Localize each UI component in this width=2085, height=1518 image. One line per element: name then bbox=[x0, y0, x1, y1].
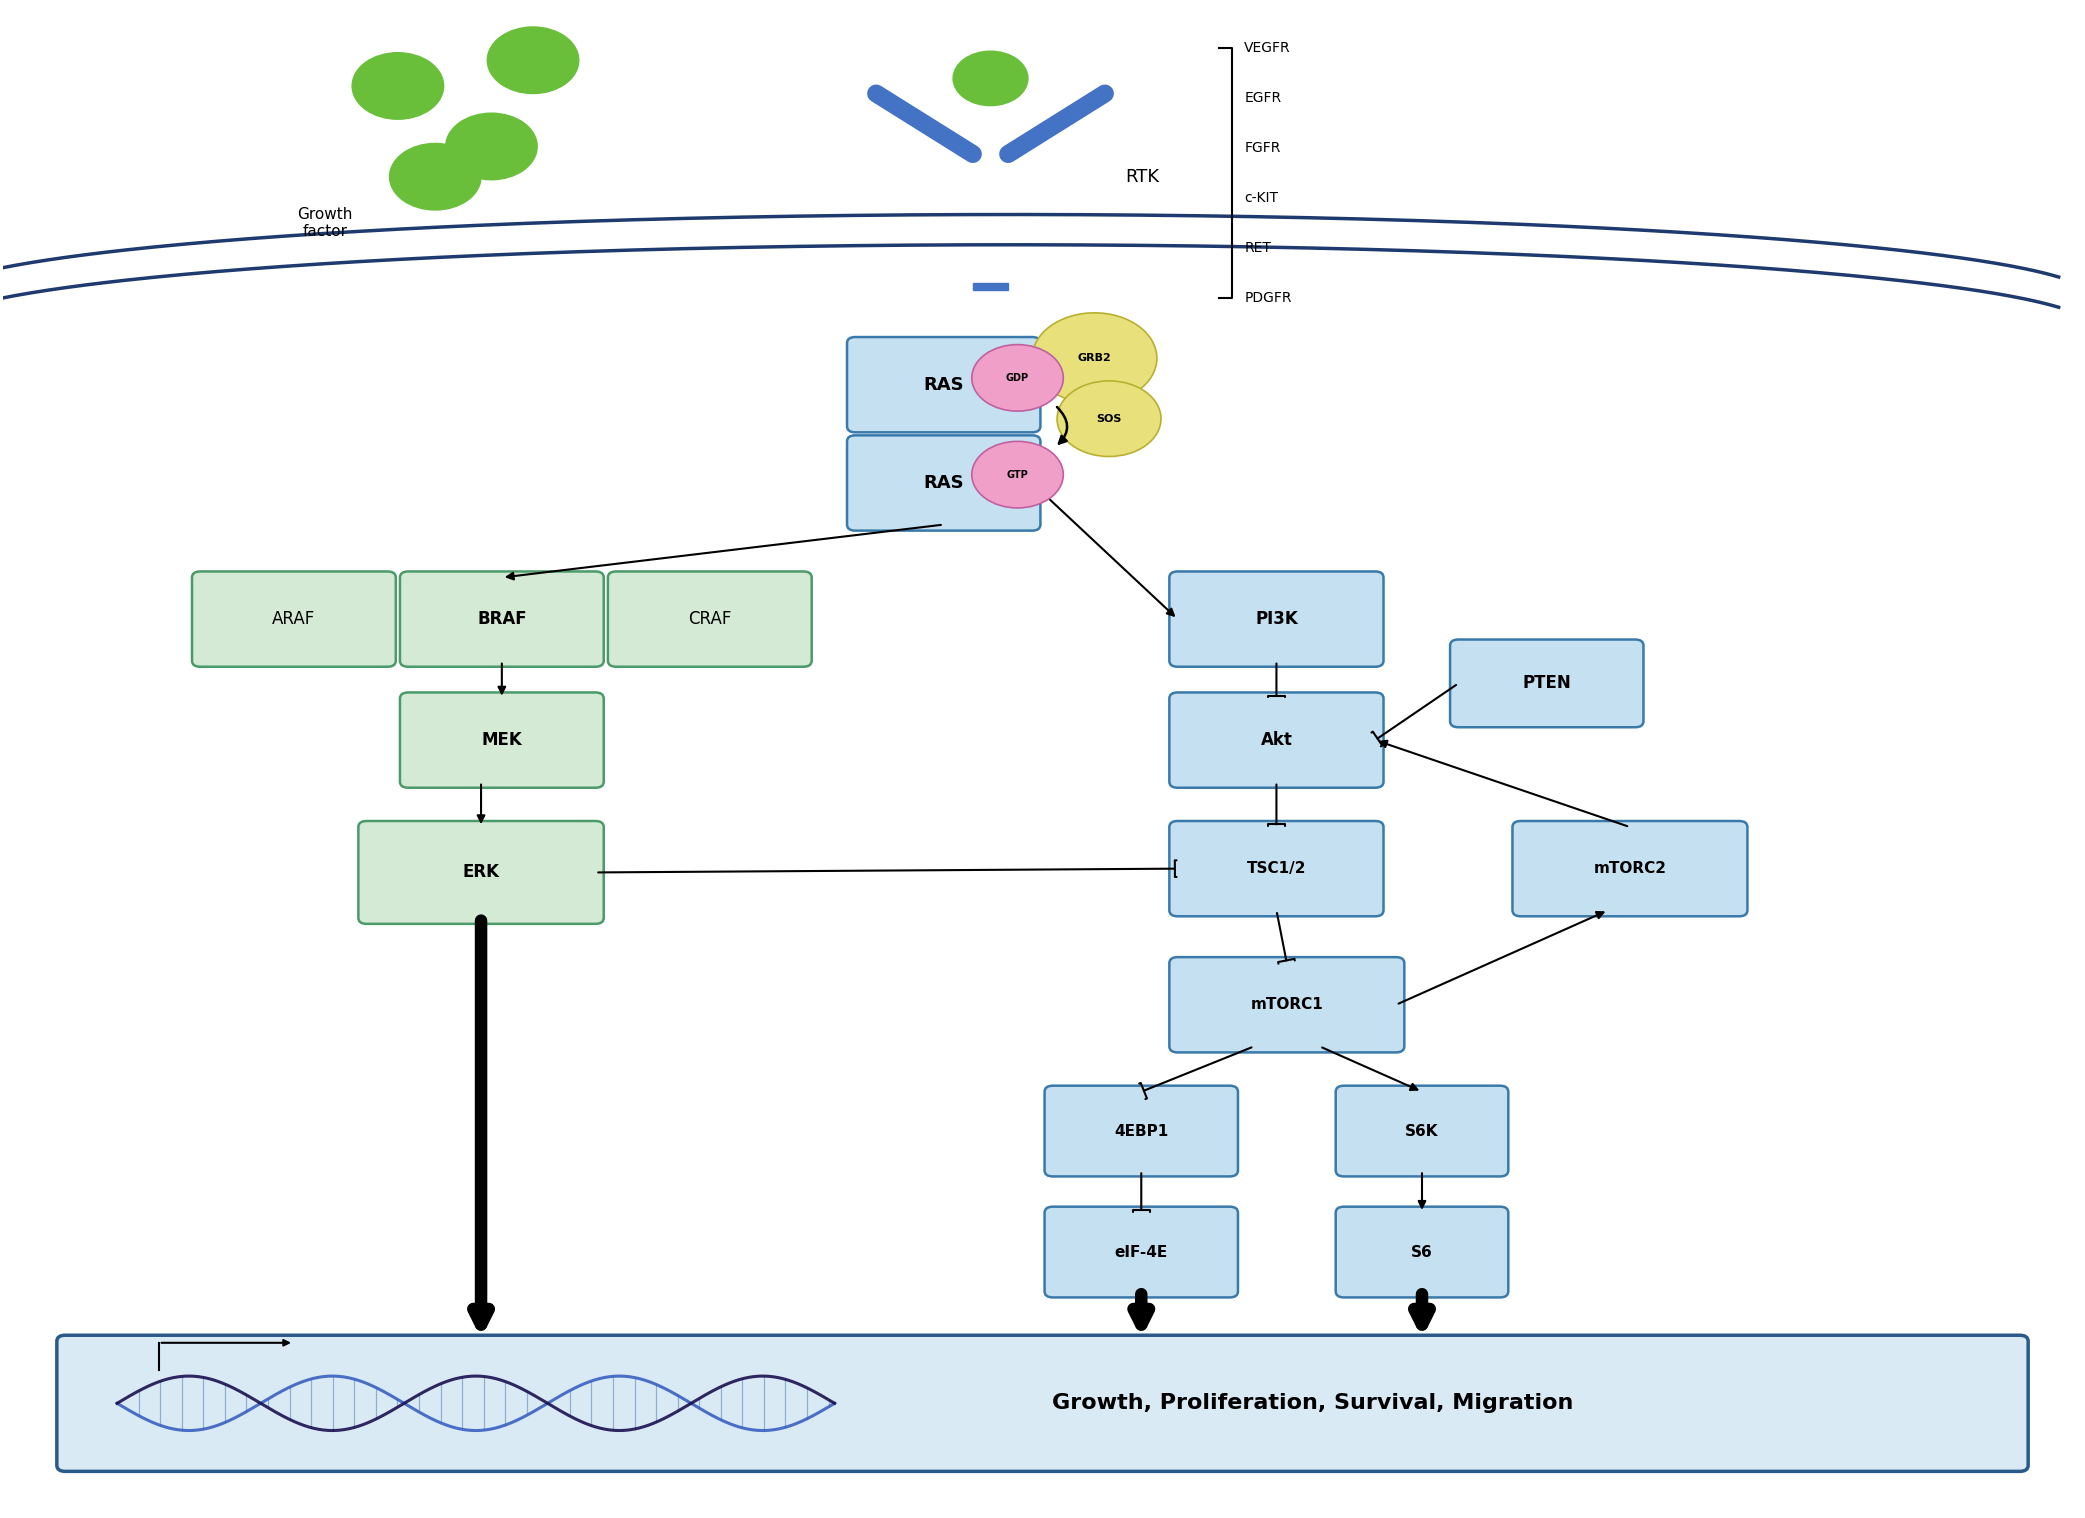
FancyBboxPatch shape bbox=[192, 571, 396, 666]
FancyBboxPatch shape bbox=[1449, 639, 1643, 727]
Text: 4EBP1: 4EBP1 bbox=[1113, 1123, 1168, 1138]
Text: SOS: SOS bbox=[1097, 414, 1122, 424]
Text: PDGFR: PDGFR bbox=[1245, 291, 1293, 305]
Text: mTORC2: mTORC2 bbox=[1593, 861, 1666, 876]
FancyBboxPatch shape bbox=[1170, 821, 1384, 917]
Text: eIF-4E: eIF-4E bbox=[1115, 1245, 1168, 1260]
Text: S6: S6 bbox=[1412, 1245, 1432, 1260]
Circle shape bbox=[352, 53, 444, 120]
Circle shape bbox=[446, 114, 538, 179]
Text: PTEN: PTEN bbox=[1522, 674, 1572, 692]
Text: Akt: Akt bbox=[1261, 732, 1293, 748]
Circle shape bbox=[972, 442, 1063, 509]
Circle shape bbox=[1057, 381, 1161, 457]
Circle shape bbox=[972, 345, 1063, 411]
FancyBboxPatch shape bbox=[56, 1336, 2029, 1471]
FancyArrowPatch shape bbox=[1057, 407, 1068, 443]
Text: BRAF: BRAF bbox=[477, 610, 528, 628]
Text: Growth, Proliferation, Survival, Migration: Growth, Proliferation, Survival, Migrati… bbox=[1053, 1394, 1574, 1413]
Text: RET: RET bbox=[1245, 241, 1272, 255]
Text: CRAF: CRAF bbox=[688, 610, 732, 628]
FancyBboxPatch shape bbox=[847, 337, 1040, 433]
Circle shape bbox=[1032, 313, 1157, 404]
FancyBboxPatch shape bbox=[1170, 571, 1384, 666]
FancyBboxPatch shape bbox=[400, 571, 605, 666]
Circle shape bbox=[390, 143, 482, 209]
FancyBboxPatch shape bbox=[1336, 1085, 1507, 1176]
Text: c-KIT: c-KIT bbox=[1245, 191, 1278, 205]
Text: EGFR: EGFR bbox=[1245, 91, 1282, 105]
Text: ARAF: ARAF bbox=[273, 610, 315, 628]
Text: RAS: RAS bbox=[924, 375, 963, 393]
FancyBboxPatch shape bbox=[359, 821, 605, 924]
Text: S6K: S6K bbox=[1405, 1123, 1439, 1138]
Text: GDP: GDP bbox=[1005, 373, 1030, 383]
Text: PI3K: PI3K bbox=[1255, 610, 1297, 628]
FancyBboxPatch shape bbox=[1512, 821, 1747, 917]
Text: TSC1/2: TSC1/2 bbox=[1247, 861, 1305, 876]
Circle shape bbox=[488, 27, 580, 94]
FancyBboxPatch shape bbox=[1045, 1085, 1238, 1176]
FancyBboxPatch shape bbox=[1170, 692, 1384, 788]
FancyBboxPatch shape bbox=[609, 571, 811, 666]
Text: MEK: MEK bbox=[482, 732, 521, 748]
Text: RAS: RAS bbox=[924, 474, 963, 492]
Text: GRB2: GRB2 bbox=[1078, 354, 1111, 363]
Text: FGFR: FGFR bbox=[1245, 141, 1280, 155]
Text: ERK: ERK bbox=[463, 864, 500, 882]
Text: RTK: RTK bbox=[1126, 167, 1159, 185]
Text: GTP: GTP bbox=[1007, 469, 1028, 480]
Text: VEGFR: VEGFR bbox=[1245, 41, 1291, 55]
Bar bbox=[974, 282, 1009, 290]
FancyBboxPatch shape bbox=[1045, 1207, 1238, 1298]
FancyBboxPatch shape bbox=[1336, 1207, 1507, 1298]
FancyBboxPatch shape bbox=[1170, 958, 1405, 1052]
Text: mTORC1: mTORC1 bbox=[1251, 997, 1324, 1013]
FancyBboxPatch shape bbox=[847, 436, 1040, 531]
Text: Growth
factor: Growth factor bbox=[298, 206, 352, 240]
Circle shape bbox=[953, 52, 1028, 106]
FancyBboxPatch shape bbox=[400, 692, 605, 788]
